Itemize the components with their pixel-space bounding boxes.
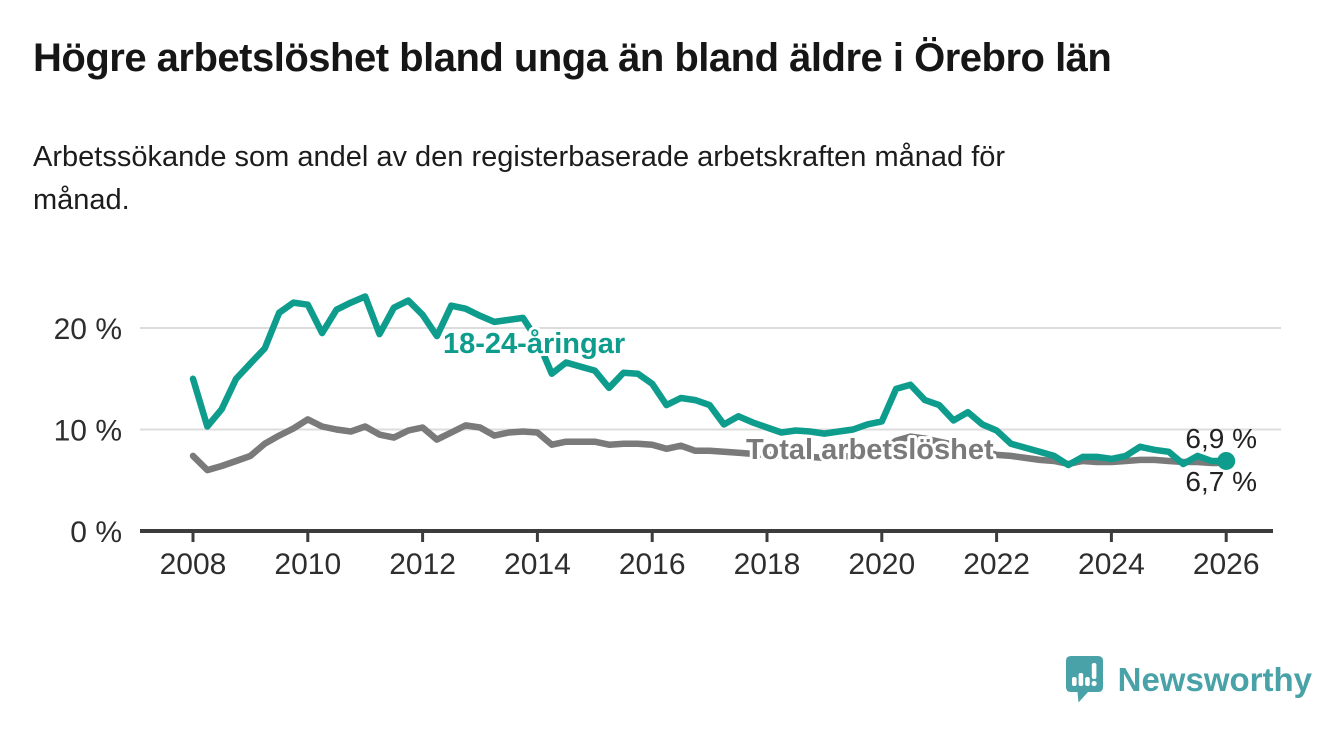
x-tick-label: 2020 — [848, 548, 915, 581]
end-label-total: 6,7 % — [1185, 466, 1257, 497]
series-lines — [189, 293, 1236, 474]
brand-footer: Newsworthy — [1064, 654, 1312, 704]
x-tick-label: 2012 — [389, 548, 456, 581]
series-line-1 — [189, 416, 1230, 474]
x-tick-label: 2024 — [1078, 548, 1145, 581]
y-tick-label: 0 % — [70, 516, 122, 549]
subtitle-line-1: Arbetssökande som andel av den registerb… — [33, 141, 1006, 173]
page-title: Högre arbetslöshet bland unga än bland ä… — [33, 36, 1112, 80]
series-line-0 — [189, 293, 1230, 469]
brand-name: Newsworthy — [1117, 660, 1312, 698]
end-label-young: 6,9 % — [1185, 423, 1257, 454]
x-tick-label: 2008 — [160, 548, 227, 581]
newsworthy-logo-icon — [1065, 656, 1103, 703]
x-axis: 2008 2010 2012 2014 2016 2018 2020 2022 2024 2026 — [140, 529, 1273, 581]
x-tick-label: 2026 — [1193, 548, 1260, 581]
series-label-total: Total arbetslöshet — [746, 434, 994, 466]
series-end-dot — [1217, 451, 1236, 470]
x-tick-label: 2018 — [734, 548, 801, 581]
x-tick-label: 2016 — [619, 548, 686, 581]
gridlines — [140, 327, 1281, 431]
y-tick-label: 10 % — [54, 415, 122, 448]
y-axis: 0 % 10 % 20 % — [54, 313, 122, 549]
x-tick-label: 2010 — [274, 548, 341, 581]
series-label-young: 18-24-åringar — [443, 328, 625, 360]
subtitle-line-2: månad. — [33, 183, 130, 216]
y-tick-label: 20 % — [54, 313, 122, 346]
x-tick-label: 2014 — [504, 548, 571, 581]
x-tick-label: 2022 — [963, 548, 1030, 581]
page-subtitle: Arbetssökande som andel av den registerb… — [33, 136, 1253, 222]
